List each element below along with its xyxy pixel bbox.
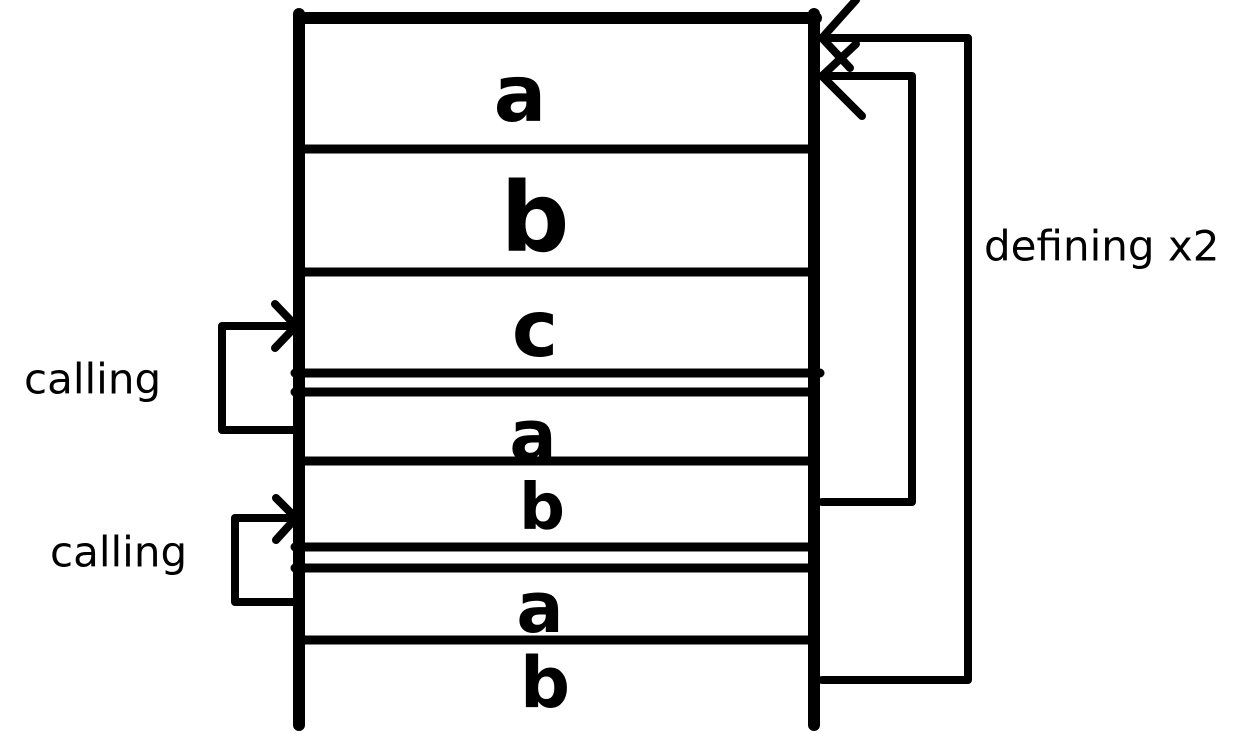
calling-label: calling [50,528,187,577]
calling-arrow-top [218,300,300,434]
stack-cell-label: c [512,285,558,375]
stack-cell-label: b [519,471,565,545]
arrowhead-icon [271,300,300,352]
calling-label: calling [24,355,161,404]
arrowhead-icon [818,40,866,120]
calling-arrow-bottom [231,494,300,606]
cell-dividers [290,144,825,645]
defining-arrow-inner [818,40,916,506]
stack-cell-label: a [516,567,563,649]
stack-cells: a b c a b a b [494,50,570,724]
arrowhead-icon [272,494,300,544]
stack-cell-label: a [494,50,547,140]
defining-label: defining x2 [984,222,1219,271]
stack-cell-label: b [520,642,570,724]
defining-arrow-outer [818,0,972,684]
stack-cell-label: b [501,162,570,274]
arrowhead-icon [818,0,860,72]
stack-cell-label: a [509,395,556,477]
